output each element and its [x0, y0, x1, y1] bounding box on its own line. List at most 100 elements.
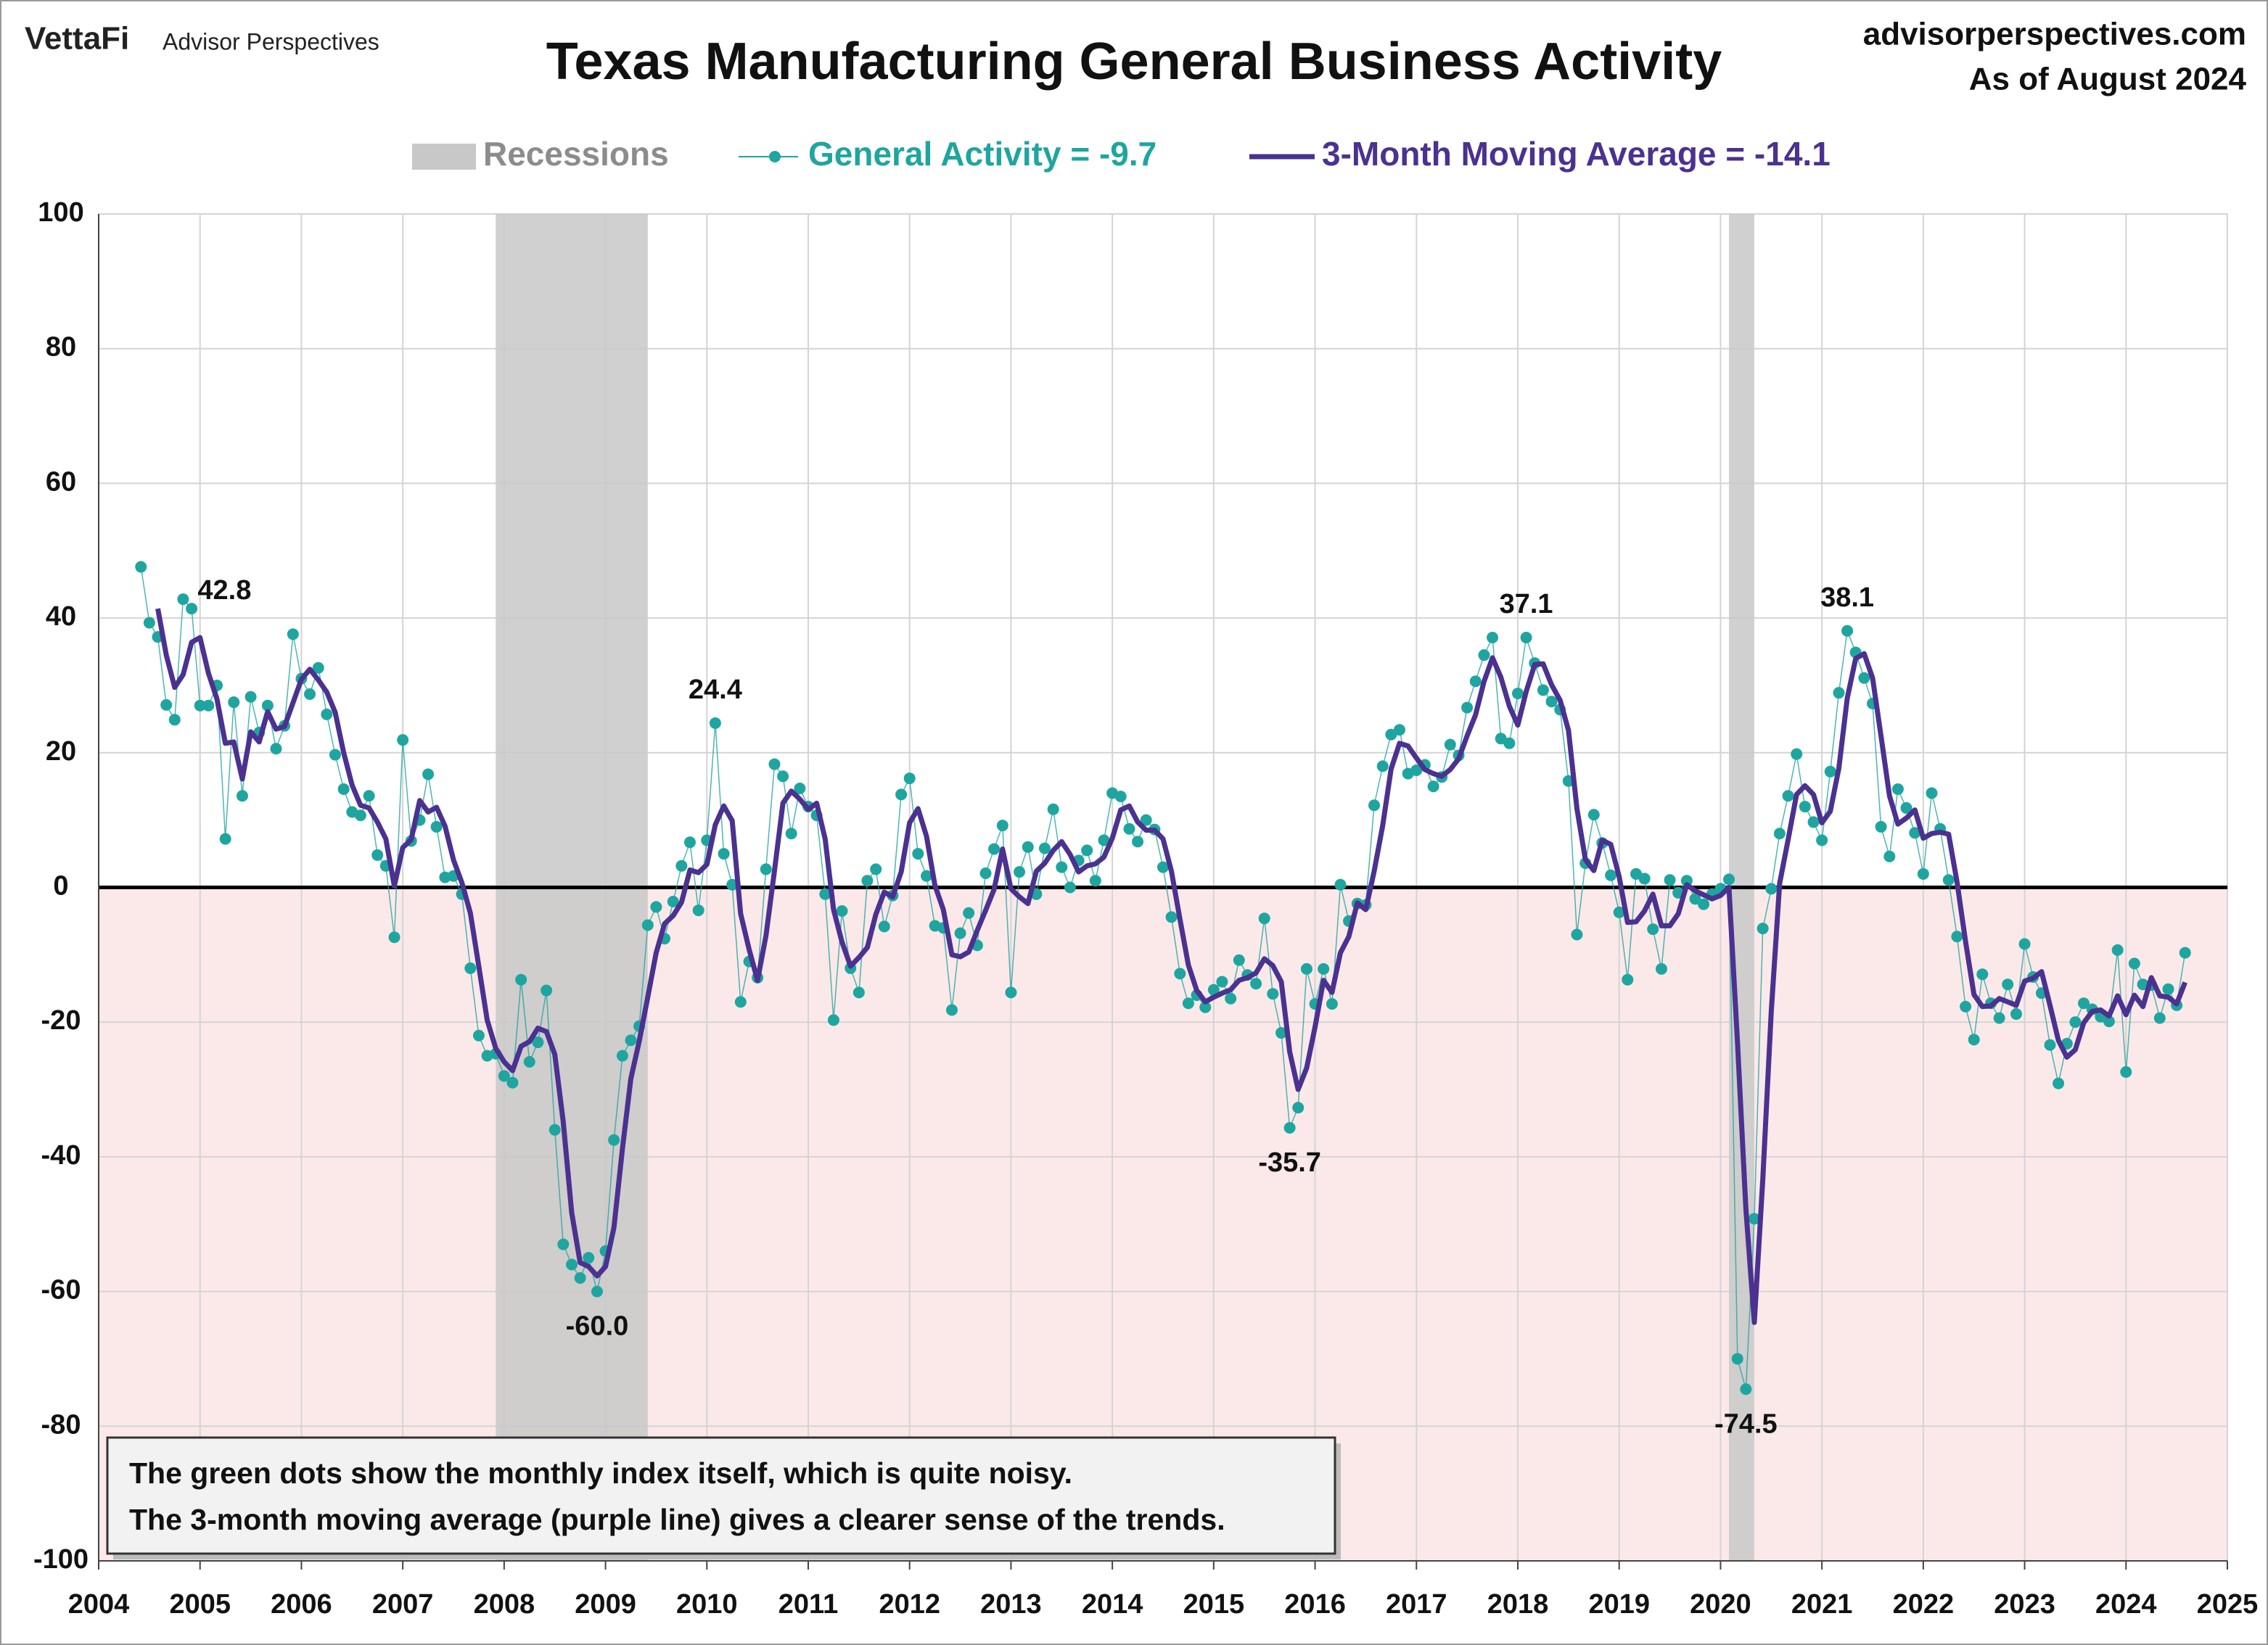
data-point: [1056, 861, 1068, 873]
data-point: [1731, 1353, 1743, 1365]
note-box: The green dots show the monthly index it…: [106, 1436, 1341, 1559]
data-point: [464, 962, 477, 974]
data-point: [2010, 1008, 2022, 1021]
data-point: [785, 828, 797, 840]
data-point: [878, 920, 890, 933]
data-point: [1891, 783, 1904, 795]
data-point: [683, 836, 696, 849]
data-point: [1833, 687, 1845, 699]
data-point: [574, 1272, 586, 1285]
data-point: [1698, 898, 1710, 910]
x-tick-label: 2015: [1183, 1589, 1245, 1620]
data-point: [1748, 1213, 1760, 1225]
data-point: [734, 996, 747, 1008]
note-background: [106, 1436, 1336, 1555]
legend-label: Recessions: [483, 135, 669, 173]
data-point: [2002, 978, 2014, 991]
data-point: [1520, 632, 1532, 644]
data-point: [1334, 878, 1347, 891]
data-point: [1123, 822, 1135, 835]
y-tick-label: 100: [38, 197, 83, 228]
data-point: [312, 661, 324, 674]
data-point: [1622, 973, 1634, 986]
data-point: [1799, 801, 1811, 813]
data-point: [616, 1050, 628, 1062]
data-point: [583, 1252, 595, 1264]
data-point: [709, 717, 721, 729]
publisher: Advisor Perspectives: [163, 28, 379, 54]
data-point: [1909, 827, 1921, 839]
data-point: [625, 1034, 637, 1047]
data-point: [1613, 906, 1625, 918]
legend-label: General Activity = -9.7: [808, 135, 1156, 173]
y-tick-label: 60: [46, 466, 76, 497]
data-point: [1638, 873, 1651, 885]
y-tick-label: 80: [46, 332, 76, 363]
data-point: [1740, 1383, 1752, 1395]
data-point: [1199, 1001, 1212, 1013]
x-tick-label: 2016: [1284, 1589, 1346, 1620]
legend-swatch: [412, 144, 476, 170]
data-point: [996, 820, 1008, 832]
data-point: [963, 907, 975, 919]
y-tick-label: 40: [46, 601, 76, 632]
data-point: [827, 1014, 839, 1026]
as-of: As of August 2024: [1969, 62, 2247, 97]
data-point: [194, 699, 206, 712]
data-point: [1216, 976, 1228, 988]
data-point: [1587, 809, 1600, 821]
data-point: [1283, 1121, 1296, 1134]
data-point: [650, 901, 662, 913]
data-point: [1014, 866, 1026, 878]
data-point: [1410, 764, 1423, 776]
data-point: [566, 1258, 578, 1271]
data-point: [760, 863, 772, 875]
data-point: [1993, 1012, 2005, 1024]
data-point: [861, 875, 874, 887]
data-label: 38.1: [1820, 582, 1874, 613]
y-tick-label: -40: [41, 1140, 81, 1171]
data-point: [1225, 992, 1237, 1005]
data-point: [1757, 923, 1769, 935]
data-point: [1182, 997, 1194, 1010]
data-point: [1841, 624, 1854, 637]
data-point: [1022, 841, 1034, 853]
data-point: [2128, 957, 2140, 970]
data-point: [1427, 780, 1439, 793]
data-point: [160, 698, 173, 711]
x-tick-label: 2006: [271, 1589, 332, 1620]
data-point: [1318, 962, 1330, 975]
data-point: [270, 743, 282, 755]
data-point: [1292, 1102, 1304, 1114]
x-tick-label: 2014: [1082, 1589, 1143, 1620]
data-point: [1883, 850, 1896, 862]
data-label: -35.7: [1258, 1147, 1321, 1178]
data-point: [852, 986, 865, 999]
data-point: [371, 849, 384, 861]
data-point: [1765, 883, 1778, 895]
x-tick-label: 2004: [68, 1589, 130, 1620]
data-point: [675, 859, 688, 872]
data-point: [1132, 836, 1144, 848]
data-point: [186, 603, 198, 615]
data-point: [2103, 1015, 2115, 1028]
data-point: [1250, 978, 1262, 990]
data-point: [1047, 803, 1059, 815]
data-point: [245, 690, 257, 703]
data-point: [895, 788, 908, 801]
data-point: [1680, 875, 1693, 887]
data-point: [945, 1004, 958, 1016]
data-point: [1791, 748, 1803, 760]
x-tick-label: 2008: [474, 1589, 535, 1620]
data-point: [2078, 997, 2090, 1010]
data-point: [2162, 983, 2174, 995]
data-point: [135, 561, 147, 573]
data-point: [329, 749, 341, 761]
data-point: [321, 708, 333, 720]
data-point: [726, 878, 739, 891]
x-tick-label: 2024: [2095, 1589, 2157, 1620]
site: advisorperspectives.com: [1863, 17, 2246, 52]
data-point: [1098, 834, 1110, 846]
data-point: [921, 870, 933, 882]
